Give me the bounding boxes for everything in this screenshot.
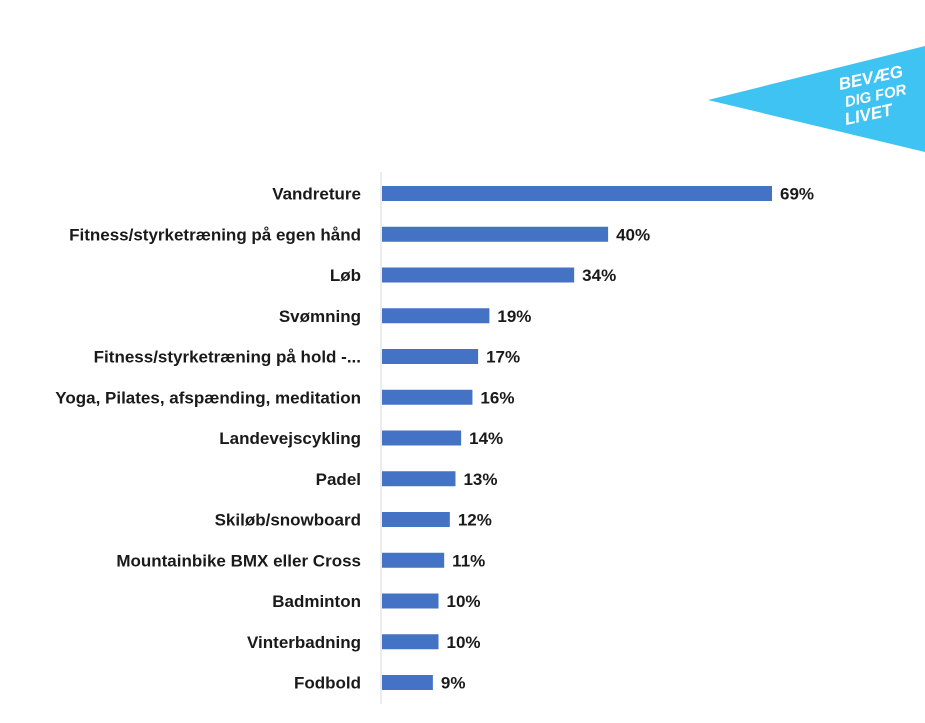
bar [382, 349, 479, 364]
bar [382, 430, 462, 446]
category-label: Badminton [272, 592, 361, 611]
bars-group: Vandreture 69% Fitness/styrketræning på eg… [55, 185, 814, 693]
category-label: Mountainbike BMX eller Cross [116, 551, 361, 570]
value-label: 11% [452, 551, 485, 570]
category-label: Vandreture [272, 185, 361, 204]
bar [382, 634, 439, 650]
bar [382, 226, 609, 242]
bar [382, 512, 450, 527]
value-label: 19% [497, 307, 531, 326]
value-label: 40% [616, 225, 650, 244]
value-label: 14% [469, 429, 503, 448]
value-label: 9% [441, 674, 466, 693]
value-label: 13% [463, 470, 497, 489]
bar [382, 267, 575, 283]
bar [382, 593, 439, 609]
category-label: Landevejscykling [219, 429, 361, 448]
value-label: 34% [582, 266, 616, 285]
value-label: 10% [447, 592, 481, 611]
value-label: 10% [447, 633, 481, 652]
bar [382, 471, 456, 487]
value-label: 17% [486, 348, 520, 367]
bevaeg-dig-for-livet-logo: BEVÆG DIG FOR LIVET [708, 46, 925, 152]
category-label: Løb [330, 266, 361, 285]
bar [382, 675, 433, 690]
category-label: Vinterbadning [247, 633, 361, 652]
category-label: Yoga, Pilates, afspænding, meditation [55, 388, 361, 407]
category-label: Skiløb/snowboard [215, 511, 361, 530]
bar [382, 389, 473, 405]
category-label: Fitness/styrketræning på egen hånd [69, 225, 361, 244]
logo-flag-shape [708, 46, 925, 152]
value-label: 12% [458, 511, 492, 530]
category-label: Fitness/styrketræning på hold -... [94, 348, 361, 367]
bar [382, 552, 445, 568]
bar [382, 186, 772, 201]
value-label: 69% [780, 185, 814, 204]
value-label: 16% [480, 388, 514, 407]
bar [382, 308, 490, 324]
category-label: Svømning [279, 307, 361, 326]
category-label: Padel [316, 470, 361, 489]
category-label: Fodbold [294, 674, 361, 693]
